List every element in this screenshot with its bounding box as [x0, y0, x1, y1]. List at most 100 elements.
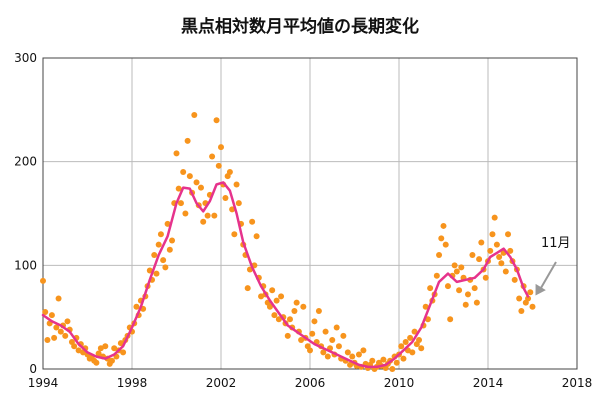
- plot-border: [42, 57, 578, 370]
- monthly-point: [409, 349, 416, 356]
- monthly-point: [266, 303, 273, 310]
- grid: [42, 57, 578, 370]
- monthly-point: [427, 285, 434, 292]
- monthly-point: [447, 316, 454, 323]
- monthly-point: [411, 328, 418, 335]
- monthly-point: [275, 316, 282, 323]
- monthly-point: [456, 287, 463, 294]
- monthly-point: [298, 336, 305, 343]
- monthly-point: [505, 231, 512, 238]
- monthly-point: [64, 318, 71, 325]
- monthly-point: [186, 173, 193, 180]
- monthly-point: [180, 169, 187, 176]
- monthly-point: [204, 212, 211, 219]
- monthly-point: [108, 357, 115, 364]
- monthly-point: [218, 144, 224, 151]
- monthly-point: [438, 235, 445, 242]
- monthly-point: [200, 218, 207, 225]
- monthly-point: [407, 334, 414, 341]
- x-tick-label: 1998: [117, 376, 148, 390]
- monthly-point: [315, 307, 322, 314]
- monthly-point: [164, 220, 171, 227]
- annotation-arrow-head: [535, 283, 546, 296]
- monthly-point: [249, 218, 256, 225]
- monthly-point: [215, 162, 222, 169]
- monthly-point: [62, 332, 69, 339]
- monthly-point: [273, 297, 280, 304]
- monthly-point: [471, 285, 478, 292]
- monthly-point: [462, 301, 469, 308]
- x-tick-label: 2002: [206, 376, 237, 390]
- monthly-point: [111, 345, 118, 352]
- monthly-point: [440, 222, 447, 229]
- monthly-point: [177, 200, 184, 207]
- monthly-point: [226, 169, 233, 176]
- monthly-point: [155, 241, 162, 248]
- monthly-point: [491, 214, 498, 221]
- monthly-points: [40, 112, 536, 372]
- monthly-point: [482, 274, 489, 281]
- annotation-label: 11月: [541, 236, 571, 251]
- monthly-point: [493, 241, 500, 248]
- monthly-point: [55, 295, 62, 302]
- monthly-point: [75, 347, 82, 354]
- monthly-point: [344, 349, 351, 356]
- monthly-point: [422, 303, 429, 310]
- monthly-point: [151, 251, 158, 258]
- monthly-point: [286, 316, 293, 323]
- monthly-point: [309, 330, 316, 337]
- monthly-point: [380, 356, 387, 363]
- monthly-point: [271, 312, 278, 319]
- monthly-point: [444, 283, 451, 290]
- monthly-point: [162, 264, 169, 271]
- monthly-point: [489, 231, 496, 238]
- monthly-point: [300, 303, 307, 310]
- monthly-point: [175, 185, 182, 192]
- monthly-point: [527, 289, 534, 296]
- monthly-point: [436, 251, 443, 258]
- monthly-point: [93, 359, 100, 366]
- monthly-point: [458, 264, 465, 271]
- monthly-point: [329, 336, 336, 343]
- monthly-point: [307, 347, 313, 354]
- monthly-point: [97, 345, 104, 352]
- monthly-point: [42, 308, 49, 315]
- monthly-point: [451, 262, 458, 269]
- x-tick-label: 2010: [384, 376, 415, 390]
- monthly-point: [229, 206, 236, 213]
- monthly-point: [120, 349, 127, 356]
- monthly-point: [193, 179, 200, 186]
- monthly-point: [166, 246, 173, 253]
- monthly-point: [469, 251, 476, 258]
- monthly-point: [184, 137, 191, 144]
- monthly-point: [102, 343, 109, 350]
- monthly-point: [322, 328, 329, 335]
- monthly-point: [487, 247, 494, 254]
- monthly-point: [333, 324, 340, 331]
- monthly-point: [284, 332, 291, 339]
- monthly-point: [71, 343, 78, 350]
- monthly-point: [211, 212, 218, 219]
- monthly-point: [400, 355, 407, 362]
- monthly-point: [51, 334, 58, 341]
- monthly-point: [389, 366, 396, 372]
- monthly-point: [278, 293, 285, 300]
- annotation: 11月: [535, 236, 571, 296]
- monthly-point: [335, 343, 342, 350]
- monthly-point: [416, 336, 423, 343]
- monthly-point: [402, 339, 409, 346]
- plot-frame: [42, 57, 578, 370]
- monthly-point: [518, 307, 525, 314]
- monthly-point: [253, 233, 260, 240]
- monthly-point: [182, 210, 189, 217]
- monthly-point: [529, 303, 536, 310]
- monthly-point: [398, 343, 405, 350]
- monthly-point: [57, 328, 64, 335]
- monthly-point: [213, 117, 220, 124]
- monthly-point: [320, 349, 327, 356]
- monthly-point: [293, 299, 300, 306]
- monthly-point: [291, 307, 298, 314]
- monthly-point: [269, 287, 276, 294]
- y-tick-label: 300: [14, 51, 37, 65]
